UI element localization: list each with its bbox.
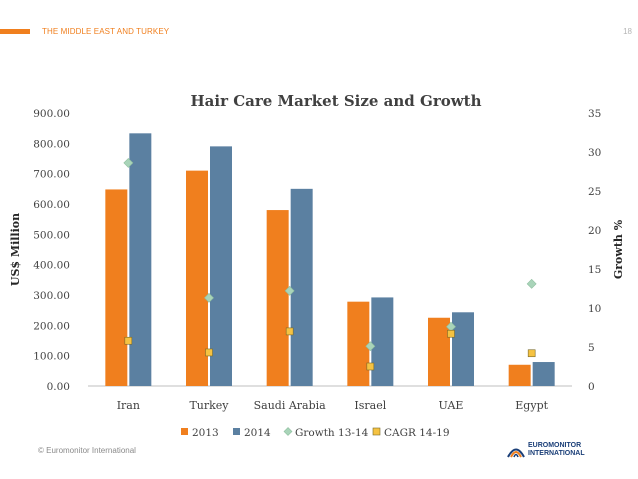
brand-name: EUROMONITOR INTERNATIONAL bbox=[528, 442, 585, 458]
bar-2014 bbox=[371, 297, 394, 386]
y-tick-label: 200.00 bbox=[33, 320, 70, 332]
legend-label: Growth 13-14 bbox=[295, 427, 369, 439]
y2-axis-title: Growth % bbox=[612, 219, 625, 279]
y-tick-label: 800.00 bbox=[33, 138, 70, 150]
bar-2013 bbox=[508, 364, 531, 386]
bar-2014 bbox=[452, 312, 474, 386]
legend-swatch bbox=[233, 428, 240, 435]
x-tick-label: Iran bbox=[117, 399, 140, 412]
brand-line-2: INTERNATIONAL bbox=[528, 450, 585, 457]
cagr-marker bbox=[527, 349, 536, 358]
y2-tick-label: 30 bbox=[588, 147, 601, 159]
bar-2013 bbox=[428, 317, 450, 386]
globe-icon bbox=[507, 448, 525, 458]
y-tick-label: 0.00 bbox=[47, 381, 70, 393]
bar-2013 bbox=[347, 301, 370, 386]
x-tick-label: UAE bbox=[439, 399, 464, 412]
x-tick-label: Saudi Arabia bbox=[254, 399, 327, 412]
bar-2013 bbox=[105, 189, 128, 386]
y2-tick-label: 20 bbox=[588, 225, 601, 237]
y2-tick-label: 0 bbox=[588, 381, 595, 393]
legend-label: 2013 bbox=[192, 427, 219, 439]
y2-tick-label: 35 bbox=[588, 108, 601, 120]
y-tick-label: 900.00 bbox=[33, 108, 70, 120]
bar-2014 bbox=[532, 362, 555, 386]
bar-2013 bbox=[266, 210, 289, 386]
cagr-marker bbox=[447, 329, 455, 338]
cagr-marker bbox=[205, 348, 213, 357]
section-title: THE MIDDLE EAST AND TURKEY bbox=[42, 27, 170, 36]
cagr-marker bbox=[285, 327, 294, 336]
x-tick-label: Turkey bbox=[189, 399, 229, 412]
bar-2014 bbox=[290, 188, 313, 386]
growth-marker bbox=[123, 157, 134, 168]
y2-tick-label: 10 bbox=[588, 303, 601, 315]
y-tick-label: 100.00 bbox=[33, 351, 70, 363]
y-tick-label: 600.00 bbox=[33, 199, 70, 211]
y2-tick-label: 5 bbox=[588, 342, 595, 354]
bar-2014 bbox=[210, 146, 232, 386]
x-tick-label: Israel bbox=[354, 399, 386, 412]
y2-tick-label: 25 bbox=[588, 186, 601, 198]
legend-swatch bbox=[283, 427, 293, 436]
legend-label: CAGR 14-19 bbox=[384, 427, 450, 439]
y-tick-label: 500.00 bbox=[33, 229, 70, 241]
legend-swatch bbox=[181, 428, 188, 435]
bar-2013 bbox=[186, 170, 208, 386]
x-tick-label: Egypt bbox=[515, 399, 548, 412]
y-tick-label: 400.00 bbox=[33, 260, 70, 272]
euromonitor-logo: EUROMONITOR INTERNATIONAL bbox=[506, 441, 606, 459]
growth-marker bbox=[365, 341, 376, 352]
cagr-marker bbox=[124, 336, 133, 345]
y-tick-label: 300.00 bbox=[33, 290, 70, 302]
y-axis-title: US$ Million bbox=[9, 213, 22, 286]
brand-line-1: EUROMONITOR bbox=[528, 442, 582, 449]
growth-marker bbox=[526, 278, 537, 289]
legend-label: 2014 bbox=[244, 427, 271, 439]
legend-swatch bbox=[372, 427, 381, 436]
y-tick-label: 700.00 bbox=[33, 169, 70, 181]
y2-tick-label: 15 bbox=[588, 264, 601, 276]
cagr-marker bbox=[366, 362, 375, 371]
growth-marker bbox=[204, 292, 214, 303]
bar-2014 bbox=[129, 133, 152, 386]
copyright-text: © Euromonitor International bbox=[38, 446, 136, 455]
chart-title: Hair Care Market Size and Growth bbox=[191, 92, 482, 110]
page-number: 18 bbox=[623, 27, 632, 36]
accent-bar bbox=[0, 29, 30, 34]
growth-marker bbox=[284, 285, 295, 296]
